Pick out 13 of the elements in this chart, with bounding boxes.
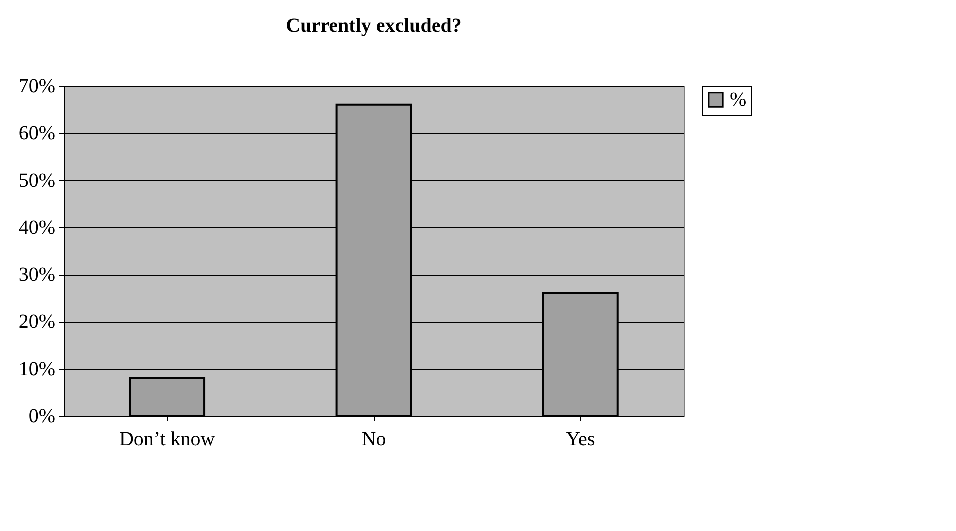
- y-tick-label: 0%: [28, 406, 56, 428]
- y-tick-label: 20%: [18, 311, 56, 334]
- y-tick-label: 40%: [18, 216, 56, 239]
- y-tick-label: 30%: [18, 264, 56, 286]
- chart-title: Currently excluded?: [286, 15, 462, 37]
- x-tick-label: Yes: [566, 428, 596, 450]
- y-tick-label: 10%: [18, 358, 56, 380]
- y-tick-label: 50%: [18, 170, 56, 192]
- y-tick-label: 70%: [18, 76, 56, 98]
- x-tick-label: No: [362, 428, 386, 450]
- x-tick-label: Don’t know: [119, 428, 216, 450]
- legend-label: %: [730, 89, 747, 111]
- y-tick-label: 60%: [18, 122, 56, 145]
